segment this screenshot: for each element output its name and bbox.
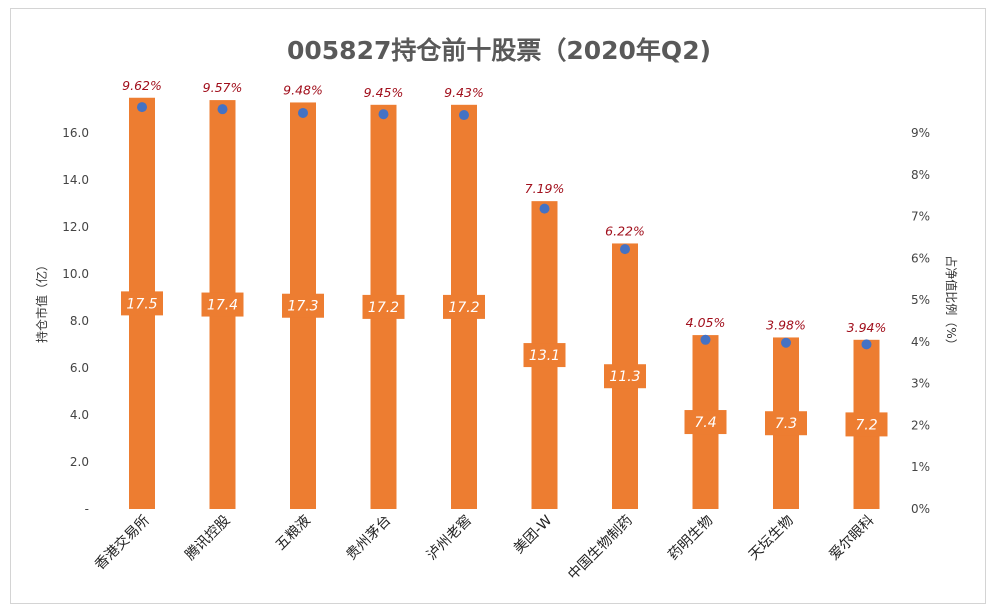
category-label: 五粮液 [273,513,314,554]
bar-value-label: 13.1 [529,348,560,364]
percent-point [700,334,711,345]
category-label: 药明生物 [665,513,716,564]
chart-frame: 005827持仓前十股票（2020年Q2) - 2.0 4.0 6.0 8.0 10.0 1… [10,8,986,604]
percent-label: 3.94% [847,320,887,335]
percent-label: 9.48% [283,82,323,97]
category-label: 中国生物制药 [565,513,636,584]
category-label: 爱尔眼科 [826,513,877,564]
percent-point [459,110,469,121]
percent-point [539,203,550,214]
bar-value-box [604,364,646,389]
category-label: 泸州老窖 [423,512,475,564]
bar-value-box [443,294,485,319]
bar-value-label: 11.3 [609,369,640,385]
y-tick-label: 2.0 [70,455,89,469]
y-tick-label: 8.0 [70,314,89,328]
y-tick-label: 16.0 [62,126,89,140]
percent-point [217,104,228,115]
y2-tick-label: 6% [911,251,930,265]
bar-value-label: 17.2 [368,300,399,316]
percent-point [378,109,389,120]
bar-value-label: 7.3 [775,416,797,432]
bar-value-label: 17.3 [287,299,318,315]
y2-tick-label: 2% [911,418,930,432]
bar-value-box [282,293,324,318]
y-axis-title: 持仓市值（亿） [34,259,49,343]
y2-tick-label: 4% [911,335,930,349]
percent-label: 9.43% [444,85,484,100]
percent-label: 9.62% [122,78,162,93]
percent-label: 6.22% [605,223,645,238]
y2-tick-label: 5% [911,293,930,307]
category-label: 香港交易所 [91,512,153,574]
bar-value-label: 7.2 [855,417,877,433]
percent-label: 3.98% [766,317,806,332]
bar-value-label: 17.2 [448,300,479,316]
percent-series: 9.62% 9.57% 9.48% 9.45% 9.43% 7.19% 6.22% 4.05%… [122,78,886,350]
bar-value-box [362,294,405,319]
percent-label: 9.45% [364,85,404,100]
y-tick-label: 10.0 [62,267,89,281]
percent-point [137,102,147,113]
y-axis-ticks: - 2.0 4.0 6.0 8.0 10.0 12.0 14.0 16.0 [62,126,89,516]
y2-axis-title: 占净值比例（%） [944,255,959,350]
bar-value-box [845,412,888,437]
category-label: 贵州茅台 [343,513,394,564]
percent-label: 9.57% [203,80,243,95]
percent-point [781,337,791,348]
percent-point [620,244,630,255]
percent-point [861,339,872,350]
bar-value-box [201,292,244,317]
y-tick-label: 6.0 [70,361,89,375]
percent-label: 7.19% [525,181,565,196]
category-label: 腾讯控股 [182,512,234,564]
bar-value-box [121,291,163,316]
y2-tick-label: 9% [911,126,930,140]
y2-axis-ticks: 0% 1% 2% 3% 4% 5% 6% 7% 8% 9% [911,126,930,516]
category-label: 美团-W [511,512,556,557]
bar-value-label: 17.4 [207,298,238,314]
bar-value-label: 17.5 [126,296,157,312]
y2-tick-label: 8% [911,168,930,182]
category-label: 天坛生物 [746,513,797,564]
y2-tick-label: 3% [911,377,930,391]
bar-series: 17.5 17.4 17.3 17.2 17.2 13.1 11.3 7.4 7.3 7.2 [121,97,888,510]
bar-value-box [523,343,566,368]
y-tick-label: 14.0 [62,173,89,187]
bar-value-label: 7.4 [694,415,716,431]
percent-label: 4.05% [686,315,726,330]
bar-value-box [765,411,807,436]
percent-point [298,107,308,118]
y2-tick-label: 0% [911,502,930,516]
y-tick-label: 12.0 [62,220,89,234]
bar-value-box [684,410,727,435]
y-tick-label: 4.0 [70,408,89,422]
category-labels: 香港交易所 腾讯控股 五粮液 贵州茅台 泸州老窖 美团-W 中国生物制药 药明生物 天坛生物 爱尔… [91,512,877,583]
chart-canvas: 005827持仓前十股票（2020年Q2) - 2.0 4.0 6.0 8.0 10.0 1… [34,36,959,583]
y-tick-label: - [85,502,89,516]
chart-title: 005827持仓前十股票（2020年Q2) [287,36,711,65]
y2-tick-label: 7% [911,210,930,224]
y2-tick-label: 1% [911,460,930,474]
